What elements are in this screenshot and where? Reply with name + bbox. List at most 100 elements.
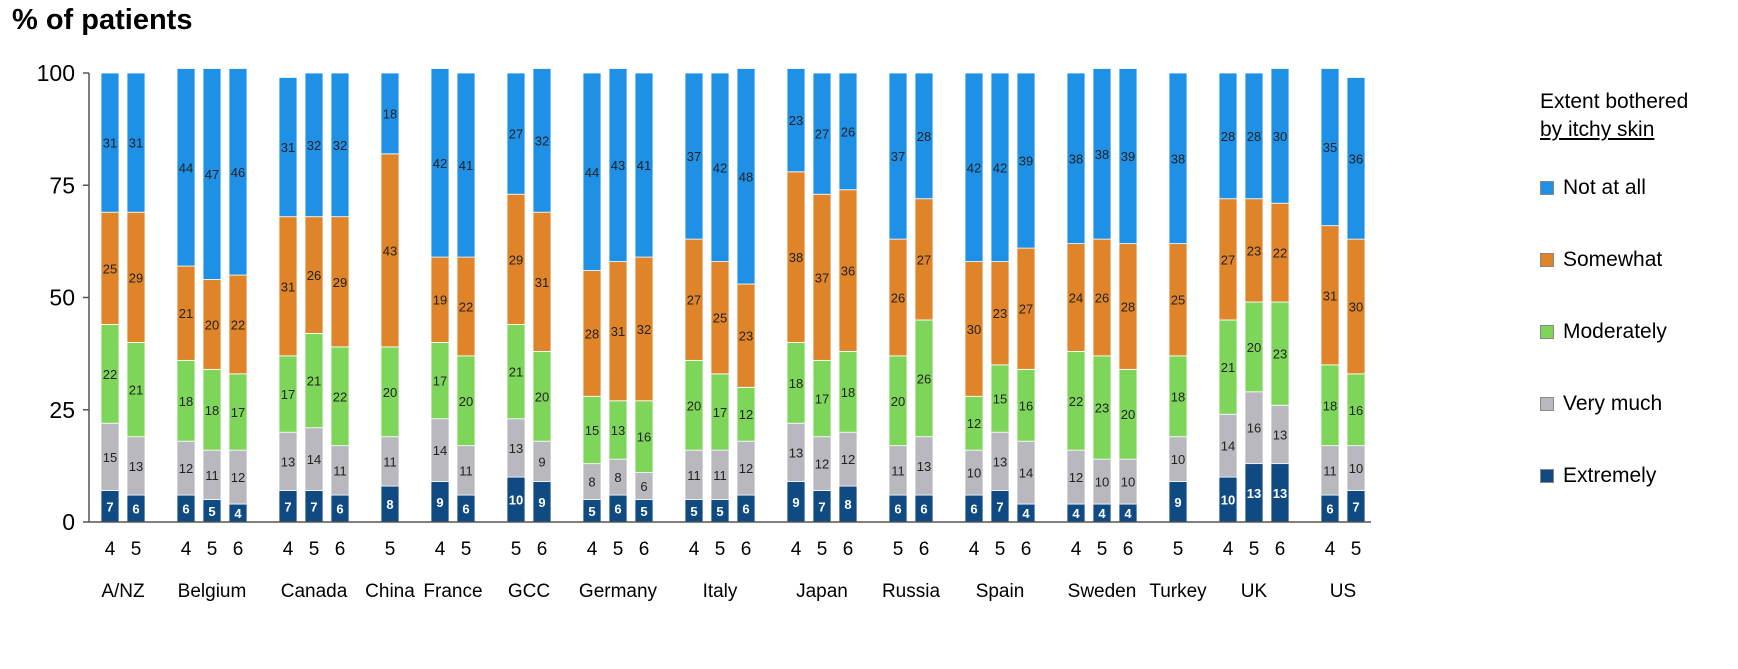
bar-category-label: 4	[283, 539, 294, 560]
bar-category-label: 6	[335, 539, 346, 560]
data-label: 14	[433, 443, 447, 458]
y-tick-label: 50	[49, 285, 75, 311]
data-label: 8	[844, 497, 851, 512]
bar-segment-not-at-all	[430, 68, 450, 258]
group-label: US	[1330, 581, 1356, 602]
bar-category-label: 5	[511, 539, 522, 560]
data-label: 32	[637, 322, 651, 337]
data-label: 7	[996, 499, 1003, 514]
bar-category-label: 5	[1097, 539, 1108, 560]
data-label: 6	[462, 502, 469, 517]
bar-segment-not-at-all	[1118, 68, 1138, 245]
data-label: 21	[307, 374, 321, 389]
data-label: 31	[129, 136, 143, 151]
data-label: 27	[917, 252, 931, 267]
data-label: 23	[1273, 347, 1287, 362]
bar-segment-not-at-all	[888, 72, 908, 240]
data-label: 44	[179, 160, 193, 175]
group-label: Russia	[882, 581, 941, 602]
data-label: 5	[588, 504, 595, 519]
data-label: 13	[509, 441, 523, 456]
data-label: 7	[106, 499, 113, 514]
data-label: 20	[459, 394, 473, 409]
data-label: 7	[1352, 499, 1359, 514]
data-label: 10	[1221, 493, 1235, 508]
bar-segment-not-at-all	[304, 72, 324, 218]
legend-swatch-very-much	[1540, 397, 1554, 411]
data-label: 26	[1095, 291, 1109, 306]
group-label: China	[365, 581, 415, 602]
group-label: GCC	[508, 581, 550, 602]
data-label: 5	[208, 504, 215, 519]
bar-segment-not-at-all	[1244, 72, 1264, 200]
bar-category-label: 4	[969, 539, 980, 560]
data-label: 25	[1171, 293, 1185, 308]
data-label: 4	[1098, 506, 1106, 521]
bar-segment-not-at-all	[1218, 72, 1238, 200]
data-label: 22	[1273, 246, 1287, 261]
bar-segment-not-at-all	[812, 72, 832, 195]
data-label: 12	[967, 416, 981, 431]
bar-category-label: 5	[995, 539, 1006, 560]
bar-category-label: 6	[1123, 539, 1134, 560]
data-label: 29	[129, 270, 143, 285]
legend-label-very-much: Very much	[1563, 392, 1663, 415]
data-label: 12	[841, 452, 855, 467]
data-label: 26	[307, 268, 321, 283]
data-label: 13	[611, 423, 625, 438]
data-label: 4	[234, 506, 242, 521]
bar-category-label: 4	[791, 539, 802, 560]
data-label: 31	[281, 279, 295, 294]
data-label: 18	[789, 376, 803, 391]
data-label: 48	[739, 169, 753, 184]
bar-segment-not-at-all	[1346, 77, 1366, 240]
data-label: 21	[179, 306, 193, 321]
bar-category-label: 6	[919, 539, 930, 560]
data-label: 27	[1221, 252, 1235, 267]
data-label: 22	[333, 389, 347, 404]
bar-segment-not-at-all	[1016, 72, 1036, 249]
data-label: 30	[967, 322, 981, 337]
data-label: 12	[739, 407, 753, 422]
bar-segment-not-at-all	[202, 68, 222, 280]
data-label: 10	[1171, 452, 1185, 467]
data-label: 18	[1323, 398, 1337, 413]
data-label: 20	[535, 389, 549, 404]
data-label: 44	[585, 165, 599, 180]
data-label: 11	[333, 463, 347, 478]
data-label: 31	[535, 275, 549, 290]
data-label: 20	[1247, 340, 1261, 355]
data-label: 39	[1019, 154, 1033, 169]
bar-segment-not-at-all	[278, 77, 298, 218]
data-label: 22	[1069, 394, 1083, 409]
bar-category-label: 6	[639, 539, 650, 560]
data-label: 28	[1121, 299, 1135, 314]
data-label: 43	[383, 243, 397, 258]
legend-title-line1: Extent bothered	[1540, 90, 1689, 113]
data-label: 30	[1349, 299, 1363, 314]
data-label: 16	[1019, 398, 1033, 413]
data-label: 20	[1121, 407, 1135, 422]
data-label: 21	[129, 383, 143, 398]
bar-segment-not-at-all	[126, 72, 146, 213]
data-label: 10	[1349, 461, 1363, 476]
data-label: 17	[433, 374, 447, 389]
bar-segment-not-at-all	[736, 68, 756, 285]
data-label: 25	[713, 311, 727, 326]
legend-swatch-moderately	[1540, 325, 1554, 339]
data-label: 16	[1247, 421, 1261, 436]
data-label: 29	[333, 275, 347, 290]
data-label: 6	[894, 502, 901, 517]
data-label: 38	[1069, 151, 1083, 166]
data-label: 46	[231, 165, 245, 180]
data-label: 14	[1019, 466, 1033, 481]
data-label: 9	[1174, 495, 1181, 510]
y-tick-label: 100	[37, 60, 75, 86]
bar-category-label: 5	[461, 539, 472, 560]
stacked-bar-chart: 025507510071522253146132129315A/NZ612182…	[37, 60, 1371, 602]
group-label: France	[423, 581, 482, 602]
legend-swatch-not-at-all	[1540, 181, 1554, 195]
bar-segment-not-at-all	[456, 72, 476, 258]
data-label: 15	[993, 392, 1007, 407]
data-label: 28	[917, 129, 931, 144]
